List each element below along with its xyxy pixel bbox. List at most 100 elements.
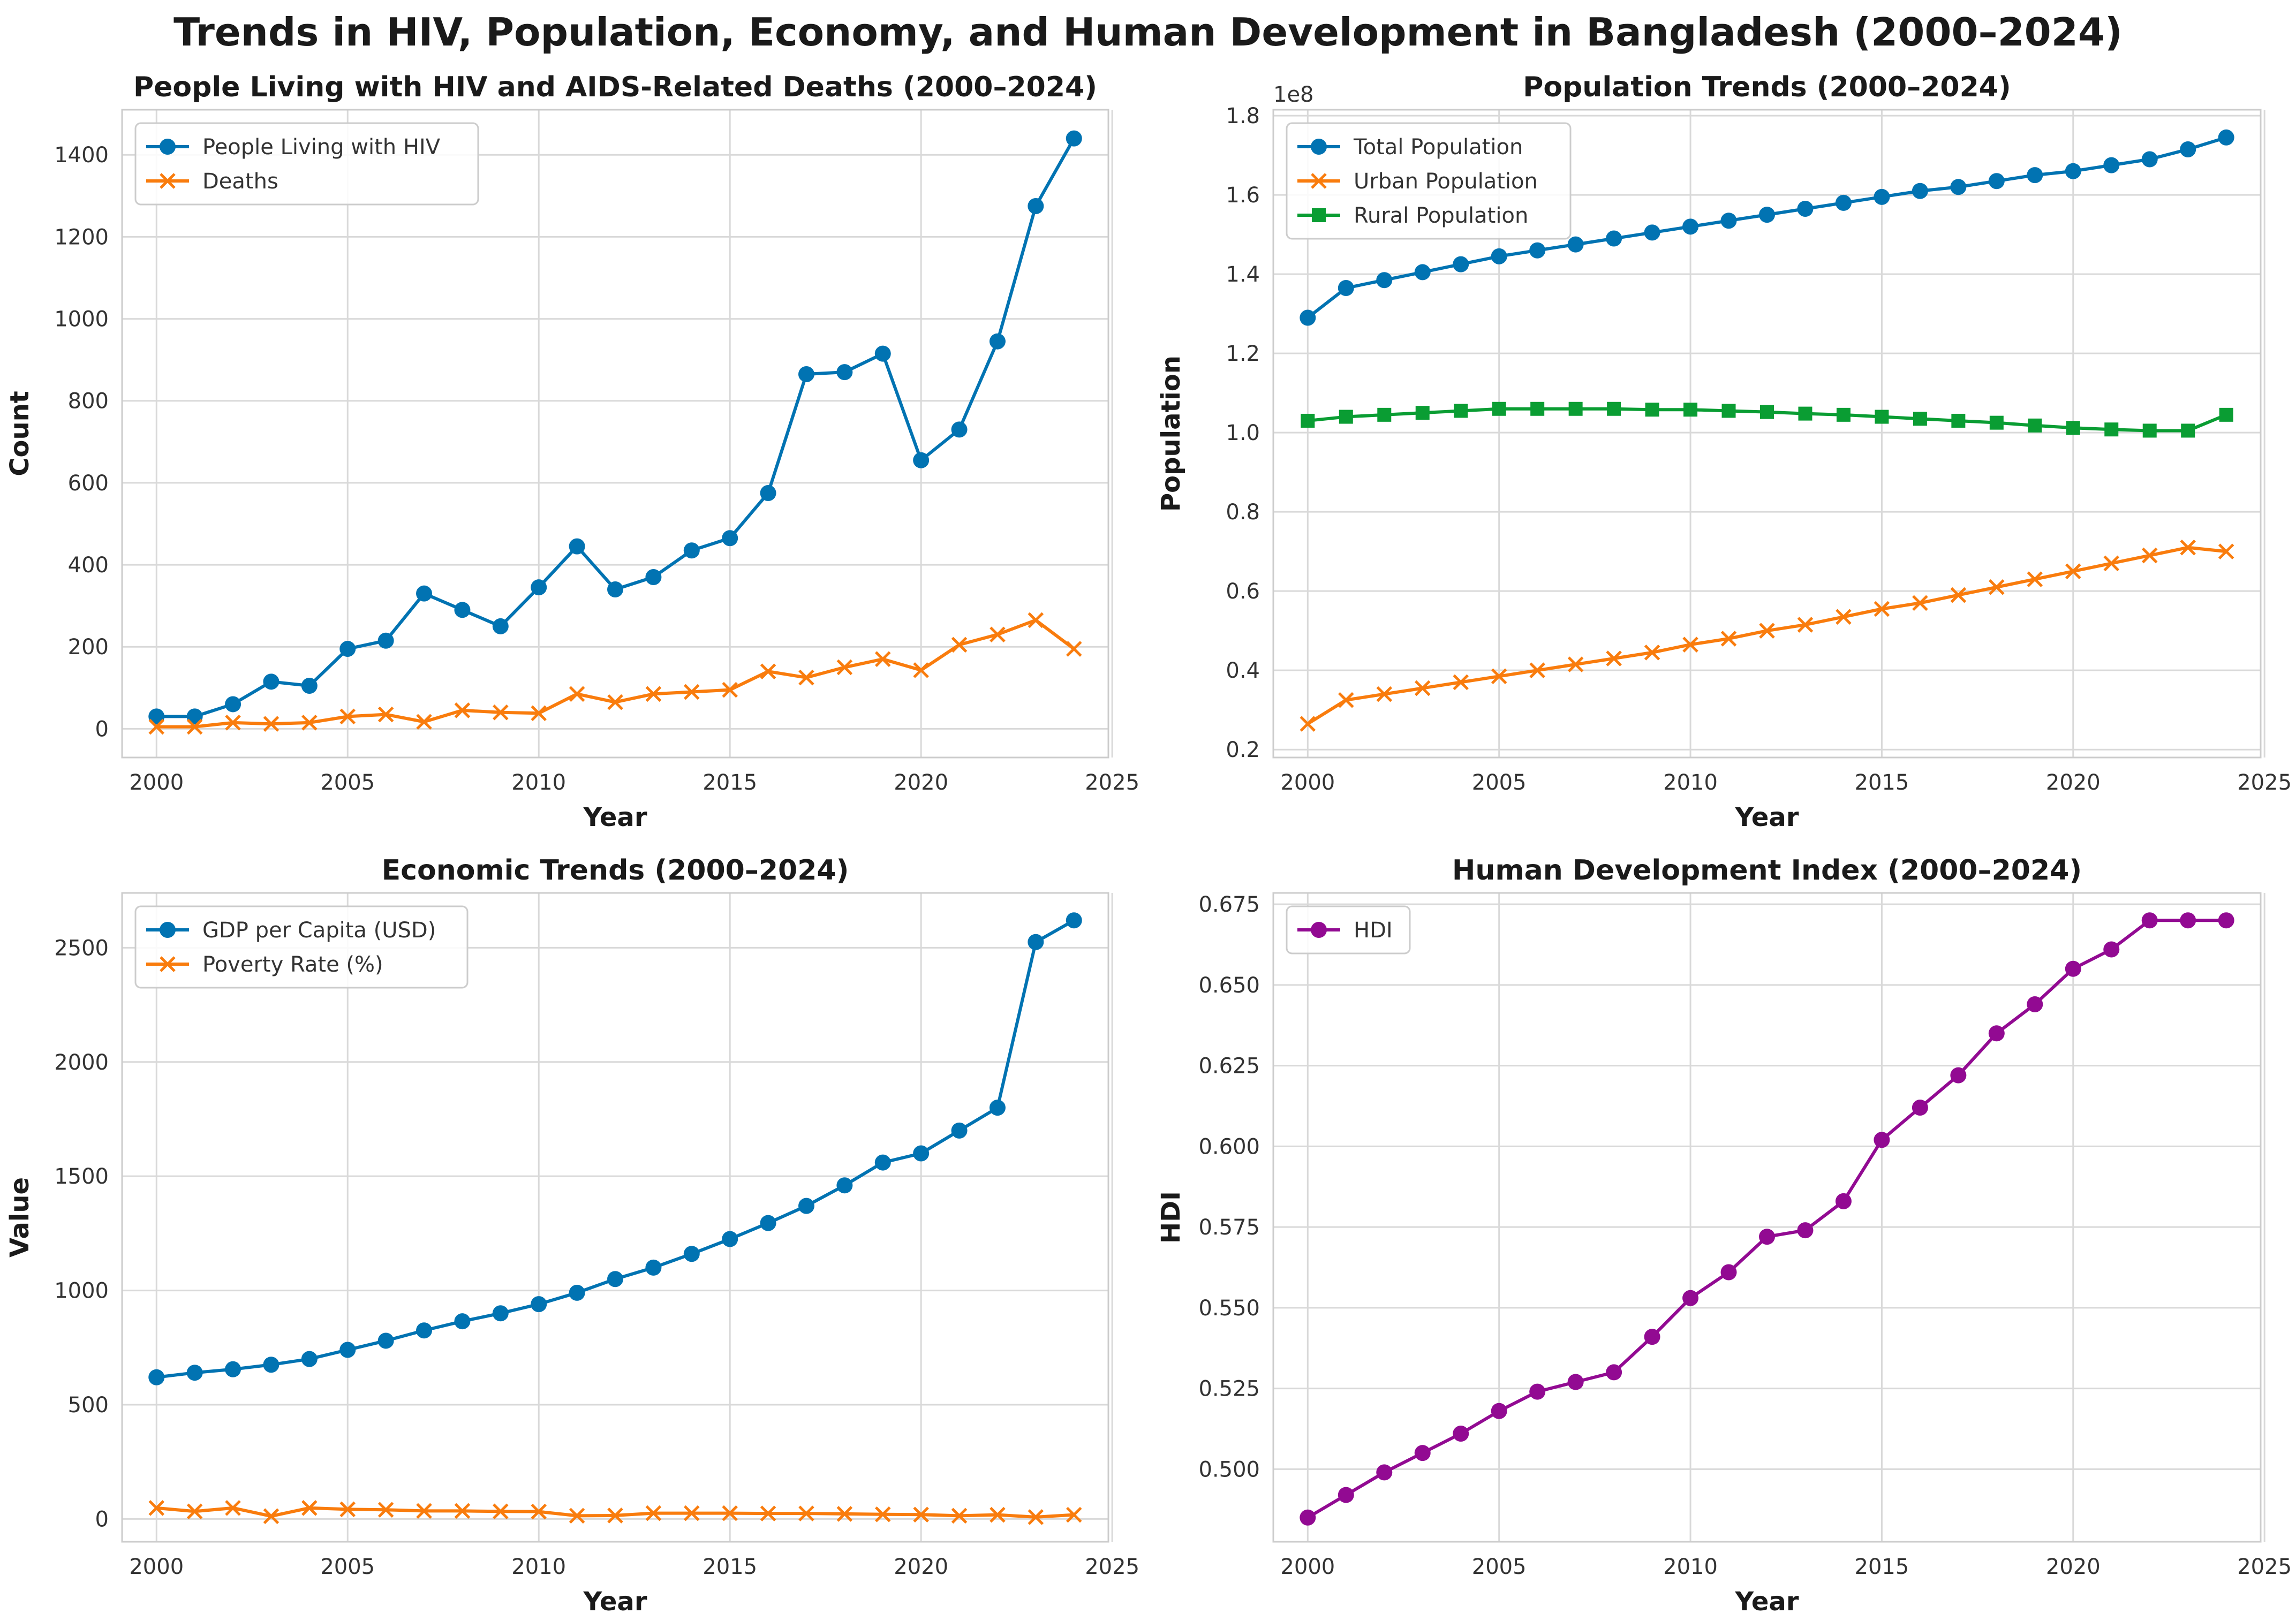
data-point	[684, 1505, 700, 1521]
data-point	[1606, 650, 1622, 666]
series-line	[1306, 919, 2226, 1519]
data-point	[645, 1259, 662, 1276]
data-point	[148, 1369, 165, 1385]
data-point	[2103, 555, 2120, 572]
y-tick-label: 0.650	[1198, 973, 1260, 998]
y-tick-label: 500	[68, 1393, 109, 1418]
data-point	[339, 1501, 356, 1518]
data-point	[377, 706, 394, 723]
x-tick-label: 2025	[1085, 770, 1139, 795]
data-point	[1529, 242, 1546, 259]
data-point	[875, 651, 891, 667]
data-point	[913, 452, 930, 468]
y-axis-label: Population	[1156, 355, 1186, 512]
data-point	[1988, 1025, 2005, 1042]
data-point	[1797, 1222, 1814, 1239]
data-point	[1912, 1099, 1928, 1116]
data-point	[531, 705, 547, 722]
legend-label: GDP per Capita (USD)	[202, 918, 436, 943]
data-point	[607, 694, 623, 710]
data-point	[263, 1508, 280, 1524]
data-point	[2027, 996, 2043, 1013]
data-point	[1338, 1487, 1354, 1503]
y-tick-label: 1.4	[1226, 262, 1260, 287]
legend-label: Rural Population	[1354, 203, 1528, 228]
data-point	[1414, 1445, 1431, 1461]
legend-label: HDI	[1354, 918, 1393, 943]
x-tick-label: 2015	[703, 770, 757, 795]
data-point	[798, 366, 814, 382]
data-point	[722, 530, 738, 547]
x-tick-label: 2020	[894, 770, 948, 795]
data-point	[493, 1503, 509, 1520]
data-point	[1453, 674, 1469, 691]
x-axis-label: Year	[583, 1587, 647, 1617]
y-tick-label: 0	[95, 717, 109, 741]
y-tick-label: 0.600	[1198, 1134, 1260, 1159]
data-point	[951, 421, 968, 438]
data-point	[2141, 151, 2158, 168]
data-point	[1760, 405, 1774, 419]
data-point	[301, 677, 318, 694]
data-point	[683, 1246, 700, 1262]
data-point	[1835, 194, 1852, 211]
data-point	[1338, 692, 1354, 708]
y-tick-label: 0.2	[1226, 738, 1260, 762]
data-point	[1950, 1067, 1967, 1084]
y-tick-label: 0.575	[1198, 1215, 1260, 1240]
data-point	[493, 704, 509, 721]
data-point	[1066, 641, 1082, 657]
data-point	[1874, 1132, 1890, 1148]
data-point	[1028, 198, 1044, 214]
data-point	[1376, 272, 1393, 289]
data-point	[416, 714, 432, 730]
y-tick-label: 600	[68, 471, 109, 496]
y-axis-label: Count	[5, 391, 35, 476]
data-point	[798, 1505, 814, 1521]
data-point	[263, 716, 280, 732]
legend-label: People Living with HIV	[202, 135, 441, 160]
data-point	[2066, 421, 2080, 435]
data-point	[263, 1357, 280, 1373]
x-tick-label: 2025	[2237, 770, 2292, 795]
data-point	[2218, 543, 2234, 559]
data-point	[1759, 1229, 1775, 1245]
y-tick-label: 1000	[54, 1279, 109, 1304]
data-point	[339, 1342, 356, 1358]
data-point	[684, 684, 700, 700]
data-point	[1567, 236, 1584, 253]
data-point	[301, 1500, 318, 1516]
data-point	[148, 1500, 165, 1516]
data-point	[416, 585, 433, 602]
x-tick-label: 2000	[1280, 1555, 1335, 1579]
data-point	[569, 1508, 585, 1524]
data-point	[301, 1351, 318, 1367]
y-tick-label: 0.500	[1198, 1457, 1260, 1482]
data-point	[760, 1505, 776, 1521]
legend-label: Poverty Rate (%)	[202, 952, 383, 977]
data-point	[2218, 129, 2234, 146]
y-tick-label: 200	[68, 635, 109, 660]
data-point	[989, 1100, 1006, 1116]
x-tick-label: 2000	[129, 770, 184, 795]
data-point	[225, 696, 241, 713]
data-point	[2181, 423, 2195, 438]
data-point	[1491, 668, 1507, 685]
x-tick-label: 2005	[1472, 1555, 1527, 1579]
legend-box	[1286, 905, 1411, 955]
y-tick-label: 2000	[54, 1050, 109, 1075]
data-point	[607, 1271, 623, 1287]
data-point	[225, 1361, 241, 1377]
data-point	[377, 632, 394, 649]
data-point	[645, 1505, 662, 1521]
x-axis-label: Year	[1735, 802, 1799, 832]
data-point	[951, 1508, 968, 1524]
data-point	[1066, 130, 1082, 147]
data-point	[1989, 415, 2004, 430]
data-point	[1301, 413, 1315, 428]
data-point	[990, 626, 1006, 643]
y-tick-label: 1.0	[1226, 421, 1260, 445]
data-point	[1797, 617, 1814, 633]
